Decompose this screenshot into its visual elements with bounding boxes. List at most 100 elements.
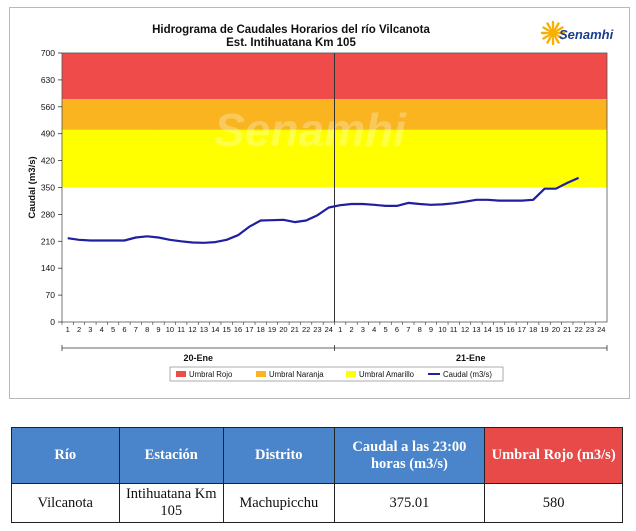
x-tick-label: 10 [438, 325, 446, 334]
x-tick-label: 2 [77, 325, 81, 334]
x-tick-label: 7 [134, 325, 138, 334]
y-tick-label: 280 [41, 209, 55, 219]
x-tick-label: 6 [122, 325, 126, 334]
x-tick-label: 1 [66, 325, 70, 334]
y-axis-label: Caudal (m3/s) [27, 156, 38, 218]
x-tick-label: 24 [325, 325, 333, 334]
x-tick-label: 3 [361, 325, 365, 334]
x-tick-label: 14 [484, 325, 492, 334]
x-tick-label: 24 [597, 325, 605, 334]
day-label: 21-Ene [456, 353, 486, 363]
titles: Hidrograma de Caudales Horarios del río … [152, 24, 430, 49]
hydrograph-chart: Senamhi Senamhi 070140210280350420490560… [9, 7, 630, 399]
x-tick-label: 6 [395, 325, 399, 334]
x-tick-label: 17 [245, 325, 253, 334]
cell-umbral-rojo: 580 [484, 483, 623, 523]
cell-estacion: Intihuatana Km 105 [118, 483, 225, 523]
legend-swatch [256, 371, 266, 377]
x-tick-label: 16 [234, 325, 242, 334]
cell-rio: Vilcanota [11, 483, 120, 523]
cell-distrito: Machupicchu [223, 483, 335, 523]
x-tick-label: 11 [450, 325, 458, 334]
legend-box [169, 366, 504, 382]
x-tick-label: 16 [506, 325, 514, 334]
x-tick-label: 11 [177, 325, 185, 334]
logo-sun-icon [548, 28, 558, 38]
header-umbral-text: Umbral Rojo (m3/s) [491, 447, 616, 463]
legend-label: Umbral Rojo [189, 370, 233, 379]
x-tick-label: 2 [349, 325, 353, 334]
x-tick-label: 8 [418, 325, 422, 334]
x-tick-label: 13 [472, 325, 480, 334]
x-tick-label: 18 [257, 325, 265, 334]
x-tick-label: 22 [302, 325, 310, 334]
x-tick-label: 22 [574, 325, 582, 334]
logo-sun-ray [554, 22, 560, 30]
x-tick-label: 23 [586, 325, 594, 334]
legend-label: Caudal (m3/s) [443, 370, 492, 379]
y-tick-label: 140 [41, 263, 55, 273]
summary-table: Río Estación Distrito Caudal a las 23:00… [11, 427, 623, 523]
logo-sun-ray [546, 22, 552, 30]
series-layer [67, 176, 580, 244]
x-tick-label: 9 [156, 325, 160, 334]
y-tick-label: 350 [41, 183, 55, 193]
x-tick-label: 3 [88, 325, 92, 334]
x-tick-label: 5 [384, 325, 388, 334]
header-caudal: Caudal a las 23:00 horas (m3/s) [333, 427, 486, 484]
y-tick-label: 0 [50, 317, 55, 327]
table-header-row: Río Estación Distrito Caudal a las 23:00… [11, 427, 623, 484]
x-tick-label: 17 [518, 325, 526, 334]
series-line-caudal [67, 176, 580, 244]
x-tick-label: 4 [372, 325, 376, 334]
legend-swatch [176, 371, 186, 377]
logo-sun-ray [556, 34, 564, 40]
y-tick-label: 490 [41, 129, 55, 139]
logo-sun-ray [542, 26, 550, 32]
y-tick-label: 560 [41, 102, 55, 112]
header-estacion: Estación [118, 427, 225, 484]
legend-label: Umbral Amarillo [359, 370, 415, 379]
x-tick-label: 10 [166, 325, 174, 334]
x-tick-label: 19 [268, 325, 276, 334]
x-tick-label: 23 [313, 325, 321, 334]
senamhi-logo: Senamhi [540, 20, 614, 46]
x-tick-label: 13 [200, 325, 208, 334]
header-rio: Río [11, 427, 120, 484]
table-row: Vilcanota Intihuatana Km 105 Machupicchu… [11, 483, 623, 523]
watermark-text-overlay: Senamhi [214, 104, 407, 156]
x-tick-label: 1 [338, 325, 342, 334]
logo-sun-ray [542, 34, 550, 40]
x-tick-label: 15 [495, 325, 503, 334]
x-tick-label: 20 [279, 325, 287, 334]
y-tick-label: 70 [46, 290, 56, 300]
x-tick-label: 12 [188, 325, 196, 334]
x-tick-label: 4 [100, 325, 104, 334]
y-tick-label: 420 [41, 156, 55, 166]
legend-label: Umbral Naranja [269, 370, 324, 379]
x-tick-label: 15 [222, 325, 230, 334]
header-umbral-rojo: Umbral Rojo (m3/s) [484, 427, 623, 484]
day-label: 20-Ene [183, 353, 213, 363]
cell-caudal: 375.01 [333, 483, 486, 523]
legend: Umbral Rojo Umbral Naranja Umbral Amarillo… [169, 366, 504, 382]
y-tick-label: 630 [41, 75, 55, 85]
header-distrito: Distrito [223, 427, 335, 484]
x-tick-label: 21 [563, 325, 571, 334]
y-tick-label: 700 [41, 48, 55, 58]
header-caudal-text: Caudal a las 23:00 horas (m3/s) [352, 438, 467, 472]
x-tick-label: 21 [291, 325, 299, 334]
x-tick-label: 9 [429, 325, 433, 334]
x-tick-label: 12 [461, 325, 469, 334]
x-tick-label: 18 [529, 325, 537, 334]
x-tick-label: 5 [111, 325, 115, 334]
x-tick-label: 8 [145, 325, 149, 334]
x-tick-label: 20 [552, 325, 560, 334]
y-tick-label: 210 [41, 236, 55, 246]
x-tick-label: 7 [406, 325, 410, 334]
logo-sun-ray [554, 36, 560, 44]
logo-sun-ray [556, 26, 564, 32]
x-tick-label: 14 [211, 325, 219, 334]
logo-text: Senamhi [559, 27, 614, 42]
